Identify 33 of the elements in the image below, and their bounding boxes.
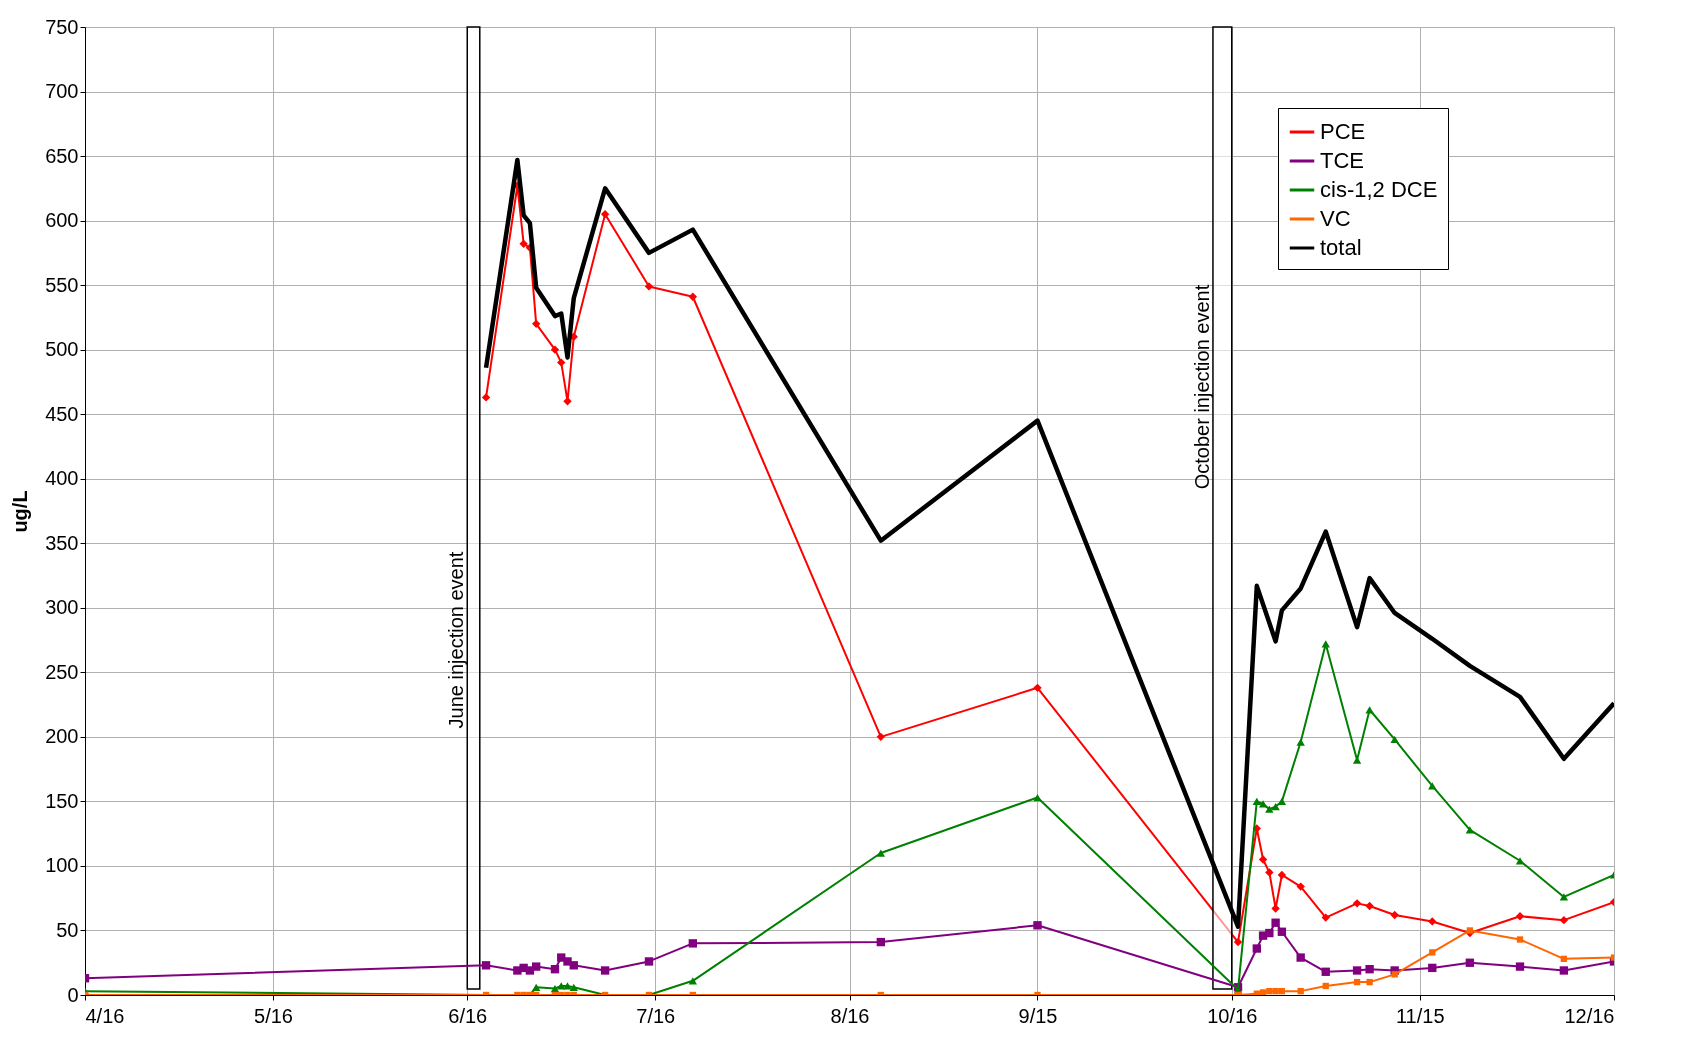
x-tick-label: 6/16 <box>448 1004 488 1027</box>
y-tick-label: 200 <box>45 725 79 748</box>
y-tick-label: 100 <box>45 854 79 877</box>
y-tick-label: 550 <box>45 273 79 296</box>
x-tick-label: 10/16 <box>1207 1004 1258 1027</box>
x-tick-label: 8/16 <box>830 1004 870 1027</box>
x-tick-label: 4/16 <box>85 1004 125 1027</box>
y-tick-label: 350 <box>45 531 79 554</box>
legend-label: total <box>1320 235 1362 260</box>
y-tick-label: 250 <box>45 660 79 683</box>
y-tick-label: 700 <box>45 80 79 103</box>
band-label: October injection event <box>1190 284 1213 490</box>
y-tick-label: 650 <box>45 144 79 167</box>
legend-label: VC <box>1320 206 1351 231</box>
y-tick-label: 0 <box>67 983 79 1006</box>
legend-label: cis-1,2 DCE <box>1320 177 1438 202</box>
y-tick-label: 300 <box>45 596 79 619</box>
band-label: June injection event <box>445 551 468 729</box>
x-tick-label: 5/16 <box>254 1004 293 1027</box>
x-tick-label: 9/15 <box>1018 1004 1058 1027</box>
y-axis-title: ug/L <box>9 490 32 533</box>
y-tick-label: 500 <box>45 338 79 361</box>
y-tick-label: 600 <box>45 209 79 232</box>
legend-label: TCE <box>1320 148 1364 173</box>
y-tick-label: 150 <box>45 789 79 812</box>
x-tick-label: 11/15 <box>1395 1004 1445 1027</box>
y-tick-label: 400 <box>45 467 79 490</box>
y-tick-label: 450 <box>45 402 79 425</box>
x-tick-label: 7/16 <box>636 1004 676 1027</box>
x-tick-label: 12/16 <box>1564 1004 1615 1027</box>
y-tick-label: 750 <box>45 15 79 38</box>
legend-label: PCE <box>1320 119 1366 144</box>
y-tick-label: 50 <box>56 918 79 941</box>
